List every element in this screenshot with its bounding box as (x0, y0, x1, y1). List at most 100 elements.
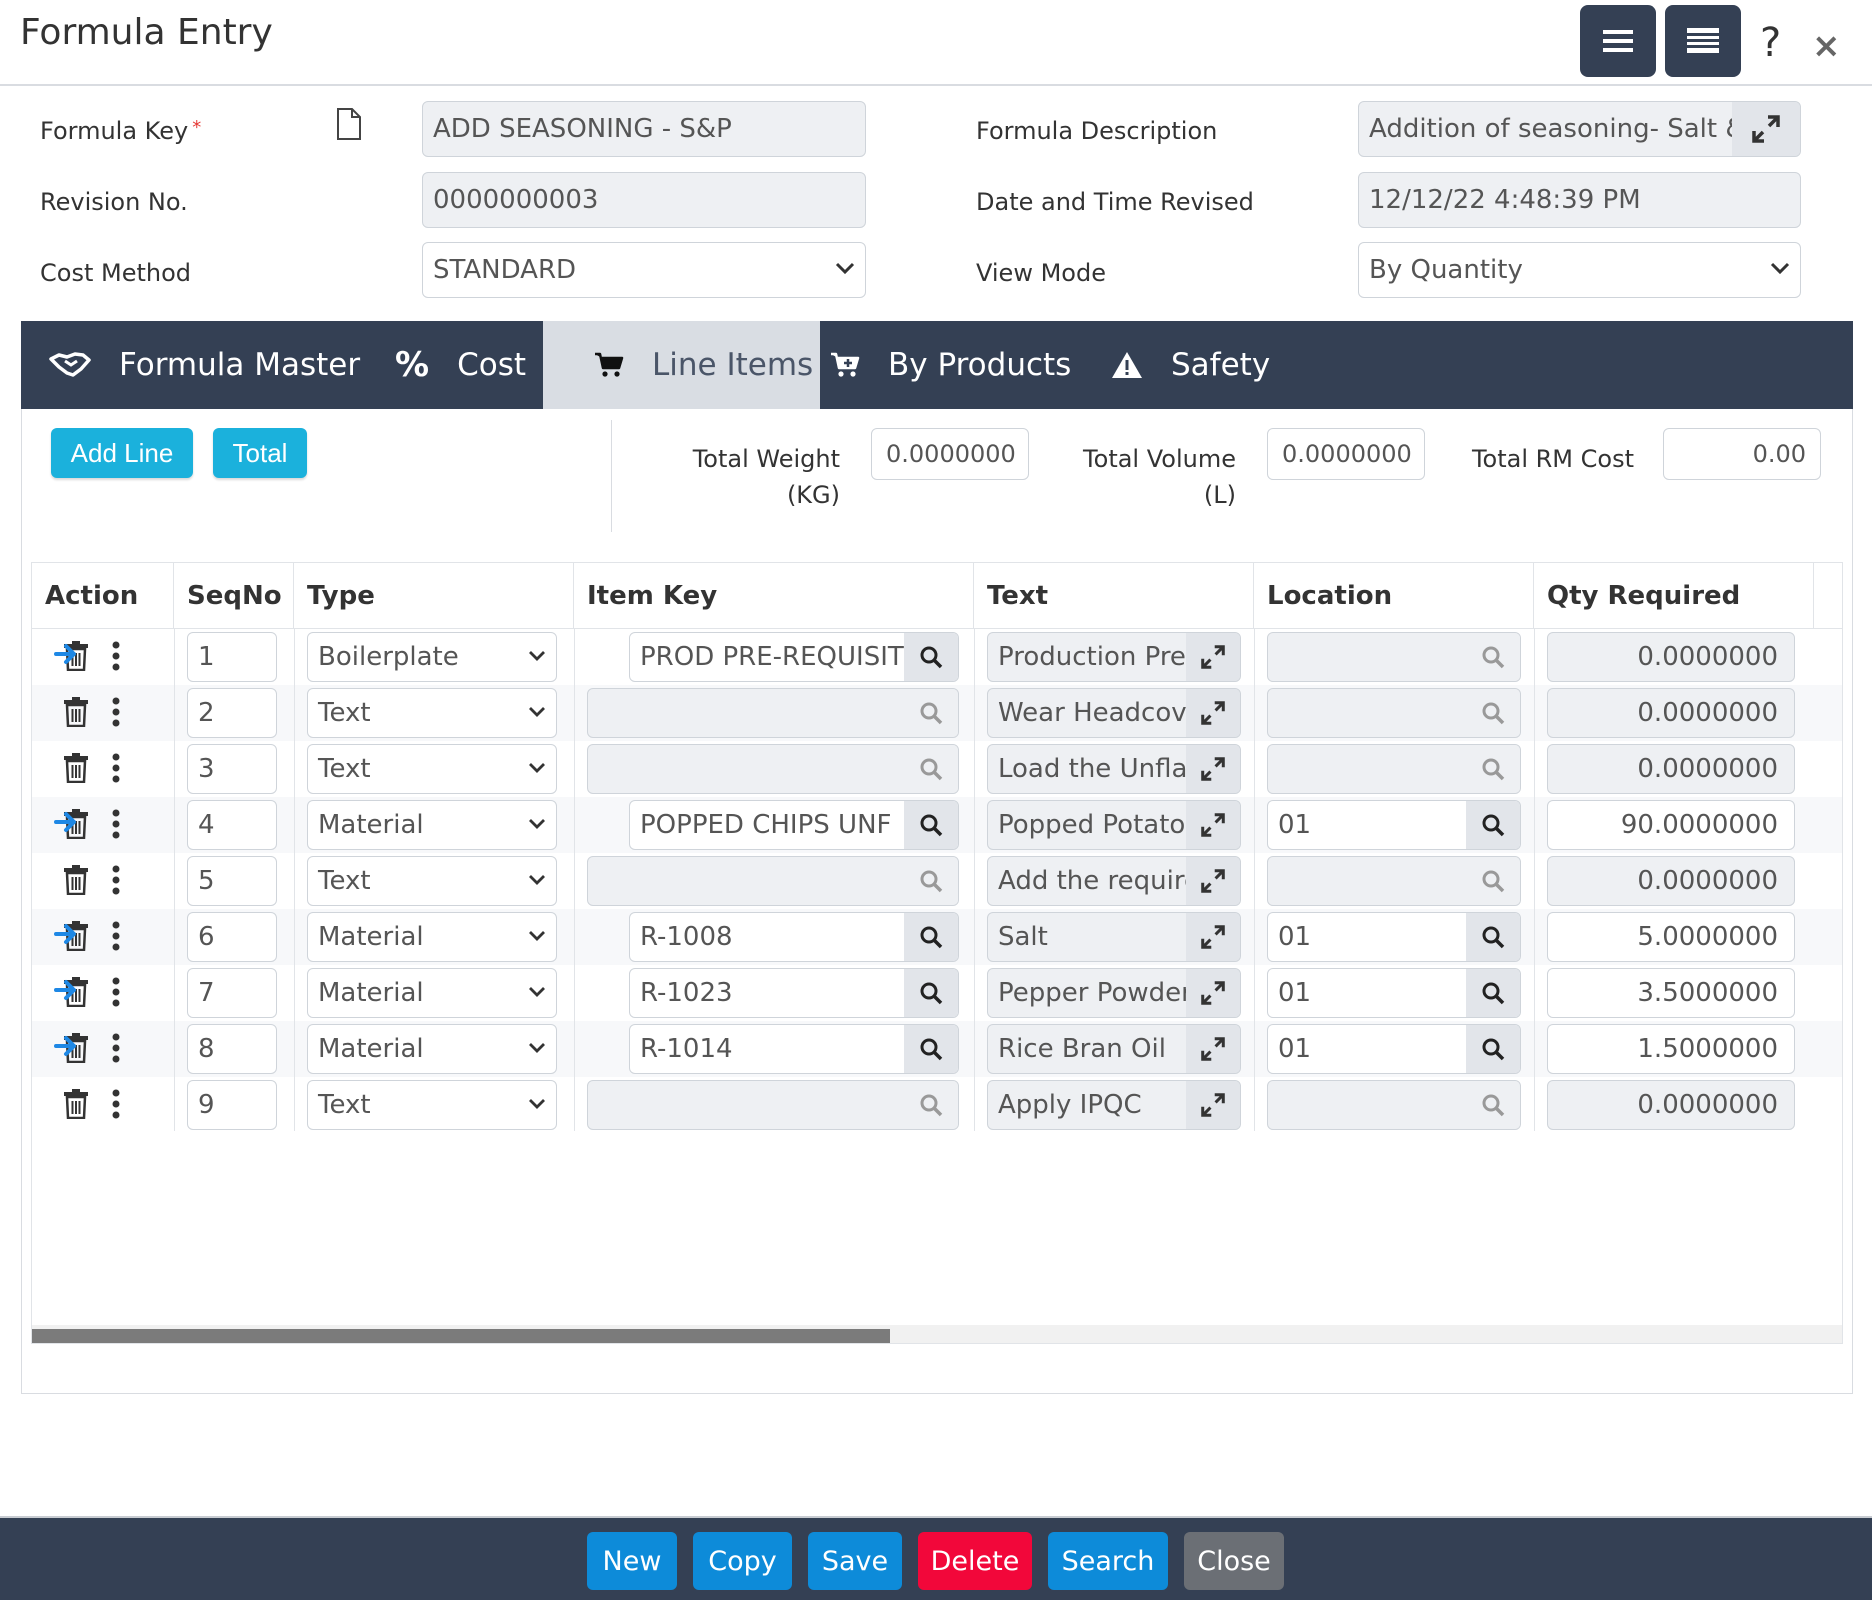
item-key-lookup-button[interactable] (904, 857, 958, 905)
location-lookup-button[interactable] (1466, 633, 1520, 681)
location-input[interactable] (1267, 632, 1521, 682)
expand-text-button[interactable] (1186, 801, 1240, 849)
seqno-input[interactable]: 3 (187, 744, 277, 794)
type-select[interactable]: Text (307, 688, 557, 738)
item-key-lookup-button[interactable] (904, 633, 958, 681)
location-input[interactable] (1267, 856, 1521, 906)
qty-required-input[interactable]: 0.0000000 (1547, 632, 1795, 682)
total-rm-cost-input[interactable]: 0.00 (1663, 428, 1821, 480)
arrow-right-icon[interactable] (54, 643, 78, 665)
text-input[interactable]: Rice Bran Oil (987, 1024, 1241, 1074)
type-select[interactable]: Boilerplate (307, 632, 557, 682)
type-select[interactable]: Text (307, 1080, 557, 1130)
expand-text-button[interactable] (1186, 689, 1240, 737)
seqno-input[interactable]: 6 (187, 912, 277, 962)
seqno-input[interactable]: 8 (187, 1024, 277, 1074)
item-key-lookup-button[interactable] (904, 913, 958, 961)
expand-text-button[interactable] (1186, 969, 1240, 1017)
row-menu-button[interactable] (112, 865, 120, 899)
item-key-lookup-button[interactable] (904, 801, 958, 849)
item-key-input[interactable]: PROD PRE-REQUISITE (629, 632, 959, 682)
text-input[interactable]: Load the Unflav (987, 744, 1241, 794)
location-input[interactable] (1267, 688, 1521, 738)
location-input[interactable]: 01 (1267, 968, 1521, 1018)
location-input[interactable]: 01 (1267, 912, 1521, 962)
item-key-input[interactable]: R-1014 (629, 1024, 959, 1074)
arrow-right-icon[interactable] (54, 923, 78, 945)
type-select[interactable]: Material (307, 912, 557, 962)
expand-description-button[interactable] (1732, 102, 1800, 156)
text-input[interactable]: Salt (987, 912, 1241, 962)
expand-text-button[interactable] (1186, 1081, 1240, 1129)
total-volume-input[interactable]: 0.0000000 (1267, 428, 1425, 480)
location-lookup-button[interactable] (1466, 1025, 1520, 1073)
row-menu-button[interactable] (112, 753, 120, 787)
horizontal-scrollbar-thumb[interactable] (32, 1329, 890, 1343)
revision-input[interactable]: 0000000003 (422, 172, 866, 228)
location-lookup-button[interactable] (1466, 913, 1520, 961)
type-select[interactable]: Text (307, 856, 557, 906)
qty-required-input[interactable]: 5.0000000 (1547, 912, 1795, 962)
tab-line-items[interactable]: Line Items (543, 321, 820, 409)
qty-required-input[interactable]: 0.0000000 (1547, 1080, 1795, 1130)
seqno-input[interactable]: 9 (187, 1080, 277, 1130)
date-revised-input[interactable]: 12/12/22 4:48:39 PM (1358, 172, 1801, 228)
item-key-input[interactable] (587, 744, 959, 794)
col-type[interactable]: Type (294, 563, 574, 629)
item-key-input[interactable] (587, 688, 959, 738)
save-button[interactable]: Save (808, 1532, 902, 1590)
formula-key-input[interactable]: ADD SEASONING - S&P (422, 101, 866, 157)
view-mode-select[interactable]: By Quantity (1358, 242, 1801, 298)
item-key-input[interactable]: R-1023 (629, 968, 959, 1018)
seqno-input[interactable]: 4 (187, 800, 277, 850)
item-key-input[interactable]: POPPED CHIPS UNF (629, 800, 959, 850)
item-key-lookup-button[interactable] (904, 969, 958, 1017)
expand-text-button[interactable] (1186, 1025, 1240, 1073)
delete-button[interactable]: Delete (918, 1532, 1032, 1590)
col-location[interactable]: Location (1254, 563, 1534, 629)
item-key-lookup-button[interactable] (904, 689, 958, 737)
location-lookup-button[interactable] (1466, 1081, 1520, 1129)
item-key-lookup-button[interactable] (904, 1081, 958, 1129)
expand-text-button[interactable] (1186, 633, 1240, 681)
seqno-input[interactable]: 2 (187, 688, 277, 738)
text-input[interactable]: Production Prer (987, 632, 1241, 682)
location-input[interactable]: 01 (1267, 1024, 1521, 1074)
arrow-right-icon[interactable] (54, 811, 78, 833)
delete-line-button[interactable] (63, 1089, 89, 1123)
close-icon[interactable]: × (1812, 26, 1841, 66)
delete-line-button[interactable] (63, 753, 89, 787)
document-icon[interactable] (336, 108, 362, 140)
row-menu-button[interactable] (112, 921, 120, 955)
search-button[interactable]: Search (1048, 1532, 1168, 1590)
text-input[interactable]: Pepper Powder (987, 968, 1241, 1018)
seqno-input[interactable]: 7 (187, 968, 277, 1018)
qty-required-input[interactable]: 0.0000000 (1547, 744, 1795, 794)
item-key-input[interactable] (587, 856, 959, 906)
seqno-input[interactable]: 5 (187, 856, 277, 906)
total-button[interactable]: Total (213, 428, 307, 478)
location-input[interactable] (1267, 1080, 1521, 1130)
col-item-key[interactable]: Item Key (574, 563, 974, 629)
item-key-input[interactable]: R-1008 (629, 912, 959, 962)
col-seqno[interactable]: SeqNo (174, 563, 294, 629)
total-weight-input[interactable]: 0.0000000 (871, 428, 1029, 480)
expand-text-button[interactable] (1186, 857, 1240, 905)
new-button[interactable]: New (587, 1532, 677, 1590)
arrow-right-icon[interactable] (54, 1035, 78, 1057)
tab-safety[interactable]: Safety (1111, 321, 1294, 409)
location-lookup-button[interactable] (1466, 689, 1520, 737)
row-menu-button[interactable] (112, 697, 120, 731)
arrow-right-icon[interactable] (54, 979, 78, 1001)
help-icon[interactable]: ? (1760, 20, 1782, 66)
row-menu-button[interactable] (112, 977, 120, 1011)
type-select[interactable]: Material (307, 800, 557, 850)
location-lookup-button[interactable] (1466, 969, 1520, 1017)
expand-text-button[interactable] (1186, 745, 1240, 793)
item-key-input[interactable] (587, 1080, 959, 1130)
location-lookup-button[interactable] (1466, 801, 1520, 849)
tab-formula-master[interactable]: Formula Master (49, 321, 384, 409)
col-action[interactable]: Action (32, 563, 174, 629)
text-input[interactable]: Popped Potato (987, 800, 1241, 850)
text-input[interactable]: Add the require (987, 856, 1241, 906)
